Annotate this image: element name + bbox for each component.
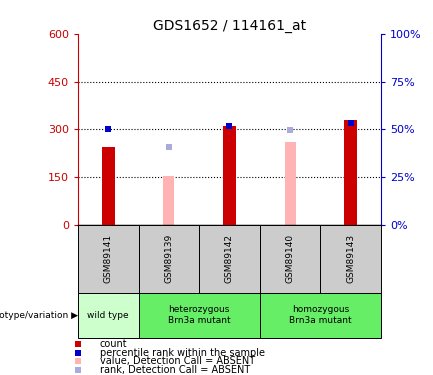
Bar [139,225,199,292]
Bar [260,292,381,338]
Text: GSM89140: GSM89140 [286,234,294,284]
Text: percentile rank within the sample: percentile rank within the sample [100,348,265,357]
Text: GSM89143: GSM89143 [346,234,355,284]
Bar [163,176,174,225]
Text: count: count [100,339,127,349]
Bar [78,292,139,338]
Text: genotype/variation ▶: genotype/variation ▶ [0,310,78,320]
Text: value, Detection Call = ABSENT: value, Detection Call = ABSENT [100,356,255,366]
Bar [260,225,320,292]
Text: GSM89141: GSM89141 [104,234,113,284]
Bar [320,225,381,292]
Text: GSM89142: GSM89142 [225,234,234,283]
Bar [102,147,115,225]
Text: rank, Detection Call = ABSENT: rank, Detection Call = ABSENT [100,365,250,375]
Text: heterozygous
Brn3a mutant: heterozygous Brn3a mutant [168,305,230,325]
Title: GDS1652 / 114161_at: GDS1652 / 114161_at [153,19,306,33]
Text: wild type: wild type [87,310,129,320]
Text: GSM89139: GSM89139 [165,234,173,284]
Bar [223,126,236,225]
Bar [284,142,296,225]
Bar [199,225,260,292]
Bar [344,120,357,225]
Bar [139,292,260,338]
Bar [78,225,139,292]
Text: homozygous
Brn3a mutant: homozygous Brn3a mutant [289,305,352,325]
